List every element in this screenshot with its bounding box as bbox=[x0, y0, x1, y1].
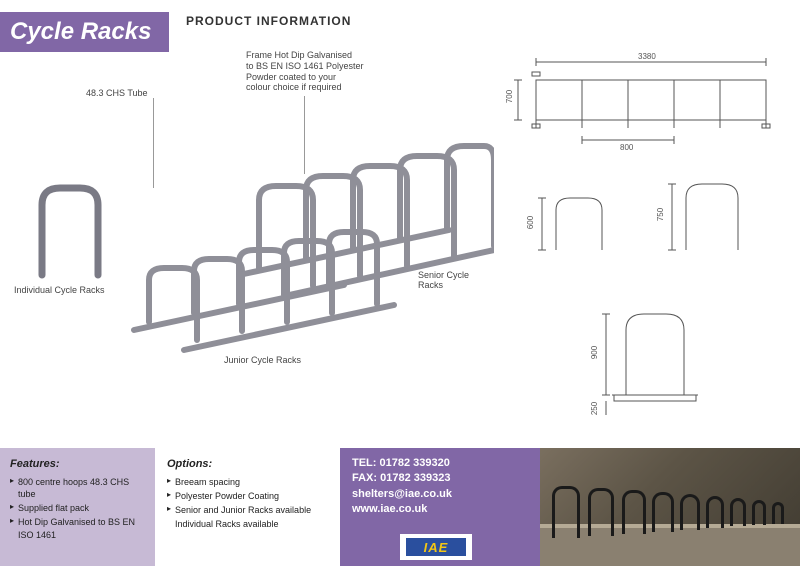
dim-senior-h: 750 bbox=[656, 208, 665, 221]
contact-fax: FAX: 01782 339323 bbox=[352, 471, 528, 486]
dim-single-base: 250 bbox=[590, 402, 599, 415]
contact-web: www.iae.co.uk bbox=[352, 502, 528, 517]
callout-tube: 48.3 CHS Tube bbox=[86, 88, 148, 99]
label-individual: Individual Cycle Racks bbox=[14, 285, 105, 295]
contact-tel: TEL: 01782 339320 bbox=[352, 456, 528, 471]
logo-badge: IAE bbox=[400, 534, 472, 560]
options-heading: Options: bbox=[167, 458, 328, 470]
technical-drawings: 3380 700 800 600 750 900 250 bbox=[506, 50, 786, 440]
callout-line bbox=[304, 96, 305, 174]
racks-svg bbox=[14, 50, 494, 390]
option-item: Polyester Powder Coating bbox=[167, 490, 328, 502]
option-item: Breeam spacing bbox=[167, 476, 328, 488]
option-item: Individual Racks available bbox=[167, 518, 328, 530]
dim-junior-h: 600 bbox=[526, 216, 535, 229]
feature-item: 800 centre hoops 48.3 CHS tube bbox=[10, 476, 145, 500]
callout-frame: Frame Hot Dip Galvanised to BS EN ISO 14… bbox=[246, 50, 396, 93]
features-heading: Features: bbox=[10, 458, 145, 470]
product-photo bbox=[540, 448, 800, 566]
options-box: Options: Breeam spacing Polyester Powder… bbox=[155, 448, 340, 566]
dim-plan-width: 3380 bbox=[638, 52, 656, 61]
feature-item: Supplied flat pack bbox=[10, 502, 145, 514]
dim-plan-bay: 800 bbox=[620, 143, 633, 152]
features-box: Features: 800 centre hoops 48.3 CHS tube… bbox=[0, 448, 155, 566]
logo-text: IAE bbox=[406, 538, 466, 556]
option-item: Senior and Junior Racks available bbox=[167, 504, 328, 516]
product-illustration: 48.3 CHS Tube Frame Hot Dip Galvanised t… bbox=[14, 50, 494, 440]
footer: Features: 800 centre hoops 48.3 CHS tube… bbox=[0, 448, 800, 566]
contact-box: TEL: 01782 339320 FAX: 01782 339323 shel… bbox=[340, 448, 540, 566]
section-heading: PRODUCT INFORMATION bbox=[186, 14, 351, 28]
options-list: Breeam spacing Polyester Powder Coating … bbox=[167, 476, 328, 531]
dim-single-h: 900 bbox=[590, 346, 599, 359]
page-title: Cycle Racks bbox=[0, 12, 169, 52]
label-senior: Senior Cycle Racks bbox=[418, 270, 494, 290]
dim-plan-height: 700 bbox=[505, 90, 514, 103]
feature-item: Hot Dip Galvanised to BS EN ISO 1461 bbox=[10, 516, 145, 540]
contact-email: shelters@iae.co.uk bbox=[352, 487, 528, 502]
label-junior: Junior Cycle Racks bbox=[224, 355, 301, 365]
features-list: 800 centre hoops 48.3 CHS tube Supplied … bbox=[10, 476, 145, 541]
callout-line bbox=[153, 98, 154, 188]
